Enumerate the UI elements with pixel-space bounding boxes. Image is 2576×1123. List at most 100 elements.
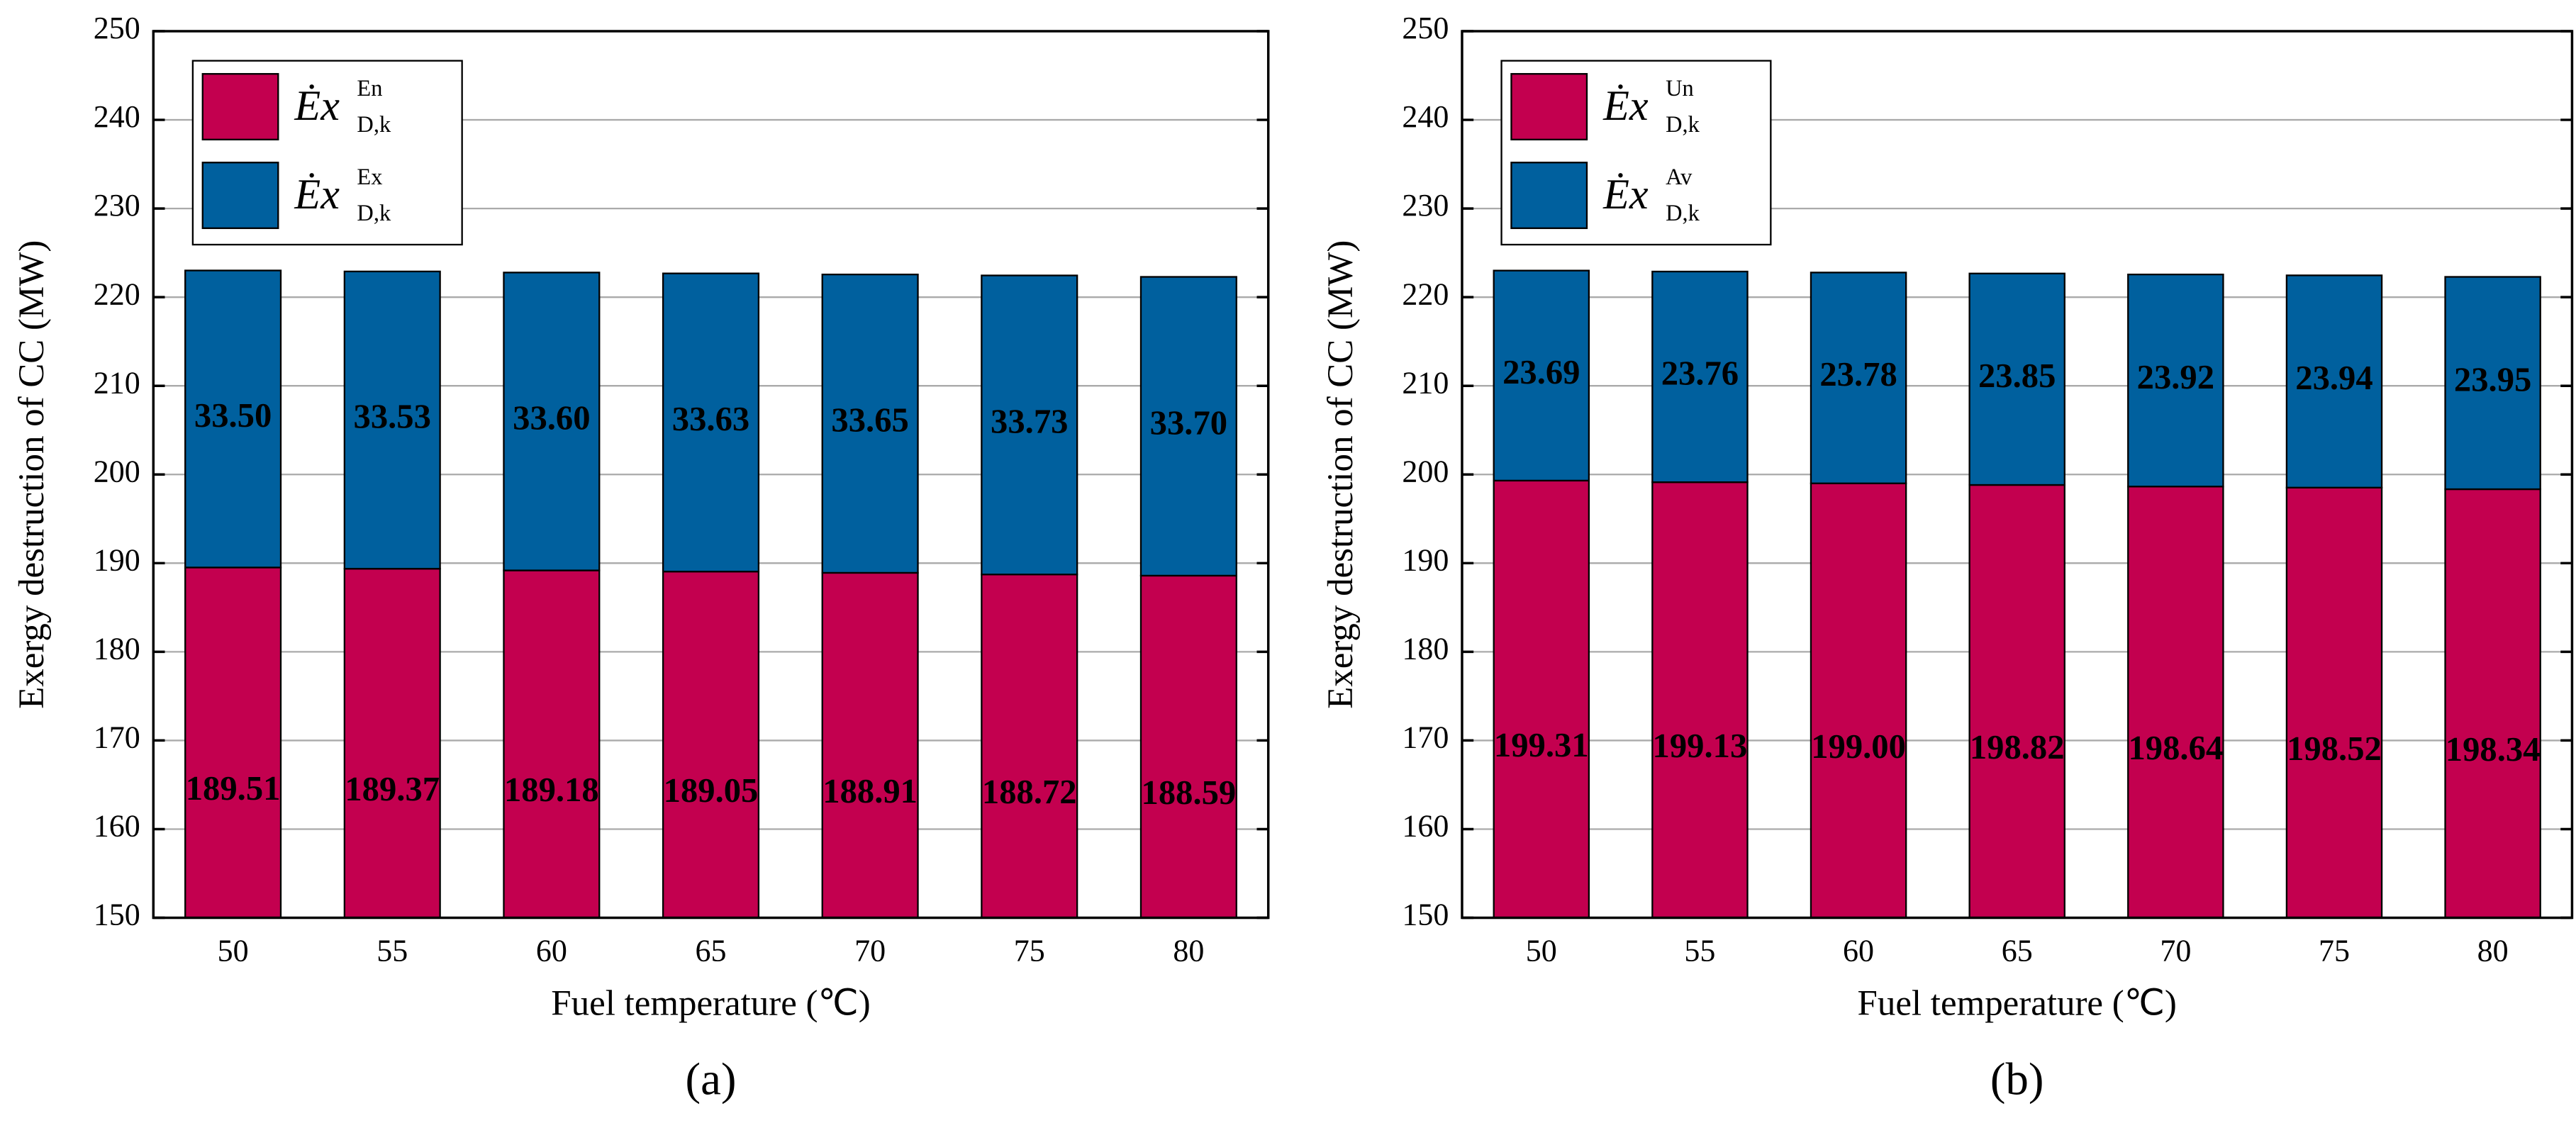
y-tick-label: 230 [94,188,140,223]
bar-segment [2444,276,2541,491]
y-tick-label: 200 [1402,454,1449,488]
legend-sup: Un [1666,76,1694,101]
y-tick-label: 160 [1402,809,1449,844]
bar-segment [981,274,1078,576]
panel-label: (a) [686,1054,737,1105]
bar-segment [1810,482,1907,919]
legend-label: Ėx [1602,171,1649,218]
data-label: 188.59 [1142,773,1237,812]
bar-segment [1968,272,2065,486]
data-label: 33.63 [672,400,749,438]
data-label: 188.91 [823,772,918,810]
legend-sub: D,k [1666,112,1700,138]
y-axis-title: Exergy destruction of CC (MW) [12,240,52,709]
bar-segment [1139,276,1237,577]
data-label: 23.95 [2454,360,2531,398]
bar-segment [2127,486,2224,919]
x-tick-label: 65 [2002,934,2033,968]
legend-label: Ėx [1602,82,1649,130]
bar-segment [2444,488,2541,919]
bar-segment [1651,270,1749,484]
bar-segment [1968,484,2065,919]
x-tick-label: 50 [1526,934,1557,968]
bar-segment [343,270,441,570]
data-label: 23.78 [1819,355,1897,393]
legend-sub: D,k [1666,201,1700,226]
y-tick-label: 250 [1402,11,1449,45]
data-label: 23.76 [1661,354,1739,393]
y-tick-label: 180 [94,631,140,666]
y-tick-label: 180 [1402,631,1449,666]
y-tick-label: 150 [1402,898,1449,932]
y-tick-label: 240 [1402,99,1449,134]
y-tick-label: 220 [1402,276,1449,311]
legend-sup: Ex [357,164,382,190]
legend-label: Ėx [294,82,340,130]
data-label: 199.00 [1811,727,1906,766]
y-tick-label: 230 [1402,188,1449,223]
data-label: 33.70 [1150,403,1227,442]
y-tick-label: 220 [94,276,140,311]
legend-sup: En [357,76,382,101]
x-tick-label: 80 [1173,934,1204,968]
bar-segment [981,574,1078,919]
x-axis-title: Fuel temperature (℃) [551,983,870,1023]
data-label: 23.69 [1502,353,1580,391]
y-tick-label: 190 [94,542,140,577]
legend-sup: Av [1666,164,1693,190]
plot-frame [152,30,1270,920]
bar-segment [503,569,601,919]
data-label: 198.64 [2128,729,2223,767]
y-tick-label: 170 [94,720,140,755]
data-label: 33.60 [513,399,590,437]
bar-segment [343,568,441,919]
legend-swatch [1510,162,1588,230]
data-label: 198.82 [1970,728,2065,766]
data-label: 198.52 [2287,730,2382,768]
legend-swatch [1510,73,1588,140]
legend-swatch [201,73,279,140]
bar-segment [662,571,760,919]
x-tick-label: 70 [854,934,886,968]
data-label: 189.05 [664,771,759,810]
x-tick-label: 75 [2319,934,2350,968]
bar-segment [2285,486,2383,919]
bar-segment [184,566,282,919]
bar-segment [1493,479,1590,919]
bar-segment [662,272,760,573]
data-label: 33.53 [354,398,431,436]
bar-segment [1810,272,1907,484]
plot-frame [1461,30,2574,920]
x-axis-title: Fuel temperature (℃) [1858,983,2177,1023]
bar-segment [1493,269,1590,482]
bar-segment [821,273,919,574]
y-tick-label: 170 [1402,720,1449,755]
legend-swatch [201,162,279,230]
data-label: 198.34 [2446,730,2541,769]
x-tick-label: 80 [2477,934,2509,968]
x-tick-label: 60 [1843,934,1874,968]
bar-segment [184,269,282,569]
y-tick-label: 250 [94,11,140,45]
bar-segment [2127,273,2224,488]
y-tick-label: 150 [94,898,140,932]
data-label: 23.94 [2295,359,2373,397]
y-tick-label: 200 [94,454,140,488]
y-tick-label: 210 [94,365,140,400]
bar-segment [503,272,601,571]
data-label: 33.73 [991,403,1068,441]
legend-sub: D,k [357,112,391,138]
panel-label: (b) [1990,1054,2044,1105]
y-axis-title: Exergy destruction of CC (MW) [1321,240,1361,709]
data-label: 23.85 [1978,357,2056,395]
data-label: 23.92 [2137,358,2214,396]
x-tick-label: 55 [377,934,408,968]
data-label: 33.65 [831,401,908,440]
x-tick-label: 70 [2160,934,2191,968]
x-tick-label: 75 [1014,934,1045,968]
legend-sub: D,k [357,201,391,226]
data-label: 189.18 [504,771,599,809]
data-label: 188.72 [982,773,1077,811]
